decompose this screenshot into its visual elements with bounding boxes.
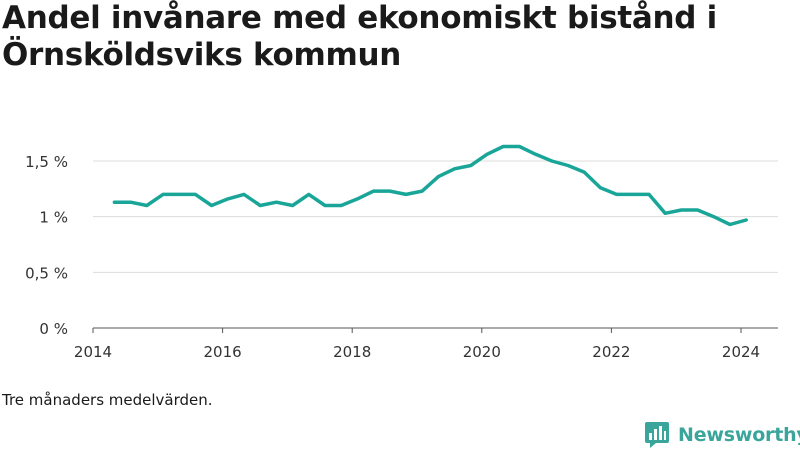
newsworthy-logo[interactable]: Newsworthy [644,420,800,450]
series-group [112,144,748,227]
x-tick-label: 2022 [592,343,630,361]
bar-chart-speech-icon [645,422,669,448]
x-tick-label: 2020 [463,343,501,361]
y-tick-label: 0 % [39,320,68,338]
x-axis-ticks: 2014 2016 2018 2020 2022 2024 [74,328,760,361]
x-tick-label: 2024 [722,343,760,361]
x-tick-label: 2014 [74,343,112,361]
gridlines [93,160,778,273]
y-tick-label: 1 % [39,209,68,227]
footnote: Tre månaders medelvärden. [2,391,213,409]
y-tick-label: 0,5 % [25,264,68,282]
y-axis-ticks: 0 % 0,5 % 1 % 1,5 % [25,153,68,338]
brand-name: Newsworthy [678,424,800,446]
x-tick-label: 2016 [204,343,242,361]
series-line [112,144,748,227]
x-tick-label: 2018 [333,343,371,361]
y-tick-label: 1,5 % [25,153,68,171]
chart-title: Andel invånare med ekonomiskt bistånd i … [2,0,717,73]
